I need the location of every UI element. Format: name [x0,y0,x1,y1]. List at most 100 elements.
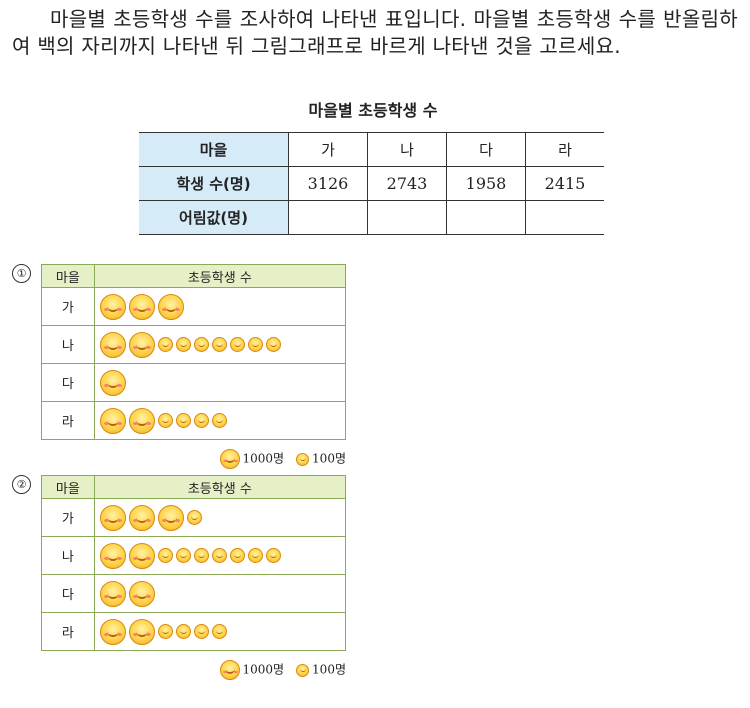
smiley-small-icon [229,548,245,563]
smiley-small-icon [211,413,227,428]
graph-village: 나 [41,536,95,575]
picture-graph: 마을 초등학생 수 가 나 다 라 [41,264,347,440]
smiley-large-icon [99,293,126,320]
smiley-large-icon [220,449,241,469]
graph-village: 나 [41,325,95,364]
option-1[interactable]: ① 마을 초등학생 수 가 나 다 라 1000명 100명 [12,264,347,469]
smiley-large-icon [128,580,155,607]
smiley-large-icon [157,504,184,531]
legend-big-label: 1000명 [242,662,285,677]
rounded-answer-cell[interactable] [367,200,447,235]
col-header-count: 초등학생 수 [93,264,347,288]
smiley-small-icon [211,624,227,639]
graph-icons [93,325,347,364]
students-cell: 2743 [367,166,447,201]
header-students: 학생 수(명) [139,166,289,201]
graph-village: 가 [41,498,95,537]
table-row-village: 마을 가 나 다 라 [139,132,604,167]
smiley-large-icon [99,542,126,569]
graph-icons [93,363,347,402]
graph-row: 라 [41,401,347,440]
table-row-students: 학생 수(명) 3126 2743 1958 2415 [139,166,604,201]
village-cell: 나 [367,132,447,167]
rounded-answer-cell[interactable] [446,200,526,235]
graph-row: 다 [41,363,347,402]
table-title: 마을별 초등학생 수 [308,101,438,120]
col-header-count: 초등학생 수 [93,475,347,499]
option-2[interactable]: ② 마을 초등학생 수 가 나 다 라 1000명 100명 [12,475,347,680]
students-cell: 1958 [446,166,526,201]
smiley-small-icon [211,337,227,352]
smiley-small-icon [265,548,281,563]
students-cell: 3126 [288,166,368,201]
smiley-large-icon [128,542,155,569]
col-header-village: 마을 [41,475,95,499]
smiley-small-icon [247,337,263,352]
smiley-small-icon [175,624,191,639]
smiley-small-icon [175,413,191,428]
smiley-large-icon [99,407,126,434]
smiley-large-icon [128,618,155,645]
problem-text: 마을별 초등학생 수를 조사하여 나타낸 표입니다. 마을별 초등학생 수를 반… [12,7,738,58]
smiley-small-icon [247,548,263,563]
village-cell: 가 [288,132,368,167]
graph-row: 라 [41,612,347,651]
smiley-large-icon [128,293,155,320]
header-rounded: 어림값(명) [139,200,289,235]
graph-village: 가 [41,287,95,326]
graph-icons [93,401,347,440]
smiley-large-icon [99,618,126,645]
graph-icons [93,574,347,613]
village-cell: 다 [446,132,526,167]
smiley-small-icon [211,548,227,563]
graph-icons [93,612,347,651]
smiley-small-icon [157,624,173,639]
smiley-large-icon [128,407,155,434]
graph-row: 나 [41,536,347,575]
rounded-answer-cell[interactable] [288,200,368,235]
smiley-small-icon [229,337,245,352]
smiley-small-icon [175,548,191,563]
graph-icons [93,536,347,575]
smiley-large-icon [99,369,126,396]
smiley-small-icon [157,413,173,428]
picture-graph: 마을 초등학생 수 가 나 다 라 [41,475,347,651]
graph-village: 다 [41,574,95,613]
graph-village: 다 [41,363,95,402]
smiley-small-icon [157,548,173,563]
smiley-small-icon [157,337,173,352]
smiley-large-icon [220,660,241,680]
graph-icons [93,287,347,326]
students-cell: 2415 [525,166,604,201]
table-row-rounded: 어림값(명) [139,200,604,235]
smiley-small-icon [193,413,209,428]
legend-small-label: 100명 [312,662,346,677]
smiley-large-icon [99,331,126,358]
data-table: 마을 가 나 다 라 학생 수(명) 3126 2743 1958 2415 어… [139,132,604,235]
graph-row: 가 [41,498,347,537]
smiley-small-icon [193,337,209,352]
smiley-large-icon [128,331,155,358]
option-number: ① [12,264,31,283]
smiley-small-icon [193,624,209,639]
graph-row: 다 [41,574,347,613]
header-village: 마을 [139,132,289,167]
smiley-large-icon [99,504,126,531]
legend-small-label: 100명 [312,451,346,466]
legend: 1000명 100명 [220,449,346,469]
col-header-village: 마을 [41,264,95,288]
legend-big-label: 1000명 [242,451,285,466]
smiley-large-icon [157,293,184,320]
option-number: ② [12,475,31,494]
village-cell: 라 [525,132,604,167]
smiley-small-icon [296,663,310,677]
smiley-small-icon [175,337,191,352]
smiley-small-icon [186,510,202,525]
graph-village: 라 [41,612,95,651]
smiley-small-icon [265,337,281,352]
legend: 1000명 100명 [220,660,346,680]
rounded-answer-cell[interactable] [525,200,604,235]
graph-icons [93,498,347,537]
graph-row: 나 [41,325,347,364]
smiley-large-icon [99,580,126,607]
